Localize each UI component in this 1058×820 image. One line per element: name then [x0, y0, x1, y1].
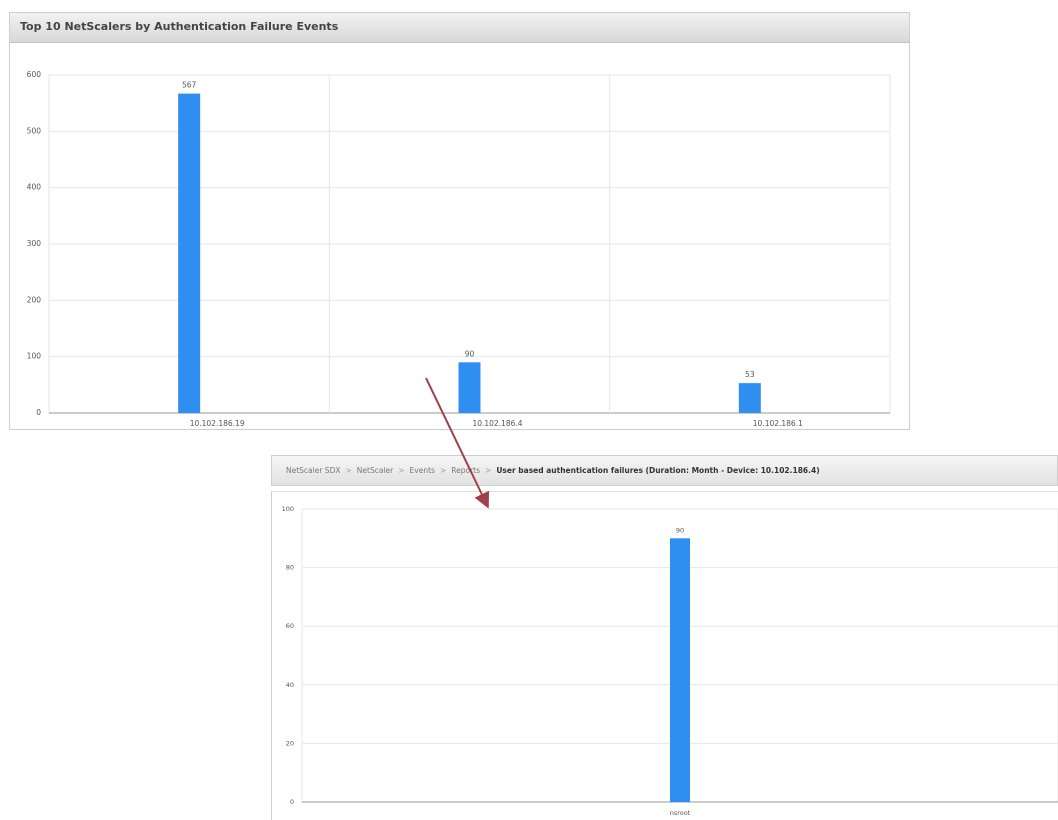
- top-netscalers-bar-chart: 0 100 200 300 400 500 600 567 10.102.186.19 90 10.…: [27, 70, 891, 428]
- y-tick-label: 600: [27, 70, 42, 79]
- breadcrumb-current: User based authentication failures (Dura…: [496, 466, 820, 475]
- y-tick-label: 400: [27, 183, 42, 192]
- breadcrumb-link[interactable]: Reports: [451, 466, 481, 475]
- breadcrumb: NetScaler SDX > NetScaler > Events > Reports > U…: [271, 455, 1058, 486]
- breadcrumb-trail: NetScaler SDX > NetScaler > Events > Reports > U…: [286, 466, 820, 475]
- breadcrumb-link[interactable]: NetScaler SDX: [286, 466, 341, 475]
- y-tick-label: 20: [286, 739, 294, 747]
- detail-chart-frame: 0 20 40 60 80 100 90 nsroot: [271, 491, 1058, 820]
- x-tick-label: nsroot: [670, 809, 691, 817]
- bar: [178, 93, 201, 413]
- detail-chart-panel: NetScaler SDX > NetScaler > Events > Reports > U…: [271, 455, 1058, 820]
- top-chart-panel: Top 10 NetScalers by Authentication Fail…: [9, 12, 910, 430]
- y-tick-label: 100: [282, 505, 294, 513]
- y-tick-label: 0: [36, 408, 41, 417]
- y-tick-label: 40: [286, 681, 294, 689]
- breadcrumb-separator: >: [398, 466, 405, 475]
- breadcrumb-separator: >: [439, 466, 447, 475]
- panel-title: Top 10 NetScalers by Authentication Fail…: [20, 20, 339, 33]
- y-tick-label: 60: [286, 622, 294, 630]
- breadcrumb-separator: >: [485, 466, 492, 475]
- y-tick-label: 500: [27, 126, 42, 135]
- y-tick-label: 80: [286, 564, 294, 572]
- breadcrumb-link[interactable]: Events: [409, 466, 435, 475]
- y-tick-label: 100: [27, 352, 42, 361]
- data-label: 90: [676, 526, 684, 534]
- breadcrumb-link[interactable]: NetScaler: [356, 466, 394, 475]
- data-label: 53: [745, 370, 755, 379]
- y-tick-label: 200: [27, 295, 42, 304]
- y-tick-label: 0: [290, 798, 294, 806]
- bar: [738, 383, 761, 413]
- x-tick-label: 10.102.186.4: [472, 419, 522, 428]
- panel-header: Top 10 NetScalers by Authentication Fail…: [10, 13, 909, 43]
- x-tick-label: 10.102.186.19: [190, 419, 245, 428]
- breadcrumb-separator: >: [345, 466, 352, 475]
- data-label: 567: [182, 81, 197, 90]
- bar: [458, 362, 481, 413]
- x-tick-label: 10.102.186.1: [753, 419, 803, 428]
- data-label: 90: [465, 349, 475, 358]
- user-auth-failures-bar-chart: 0 20 40 60 80 100 90 nsroot: [282, 505, 1058, 817]
- y-tick-label: 300: [27, 239, 42, 248]
- bar: [670, 538, 690, 802]
